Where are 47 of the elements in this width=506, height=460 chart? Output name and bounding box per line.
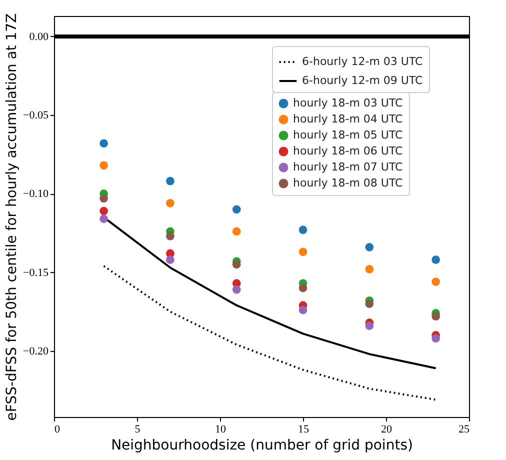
legend-label: hourly 18-m 08 UTC [293, 176, 404, 190]
point [432, 312, 440, 321]
x-tick-label: 10 [215, 424, 226, 436]
point [100, 161, 108, 170]
point [432, 334, 440, 343]
point [298, 248, 308, 256]
y-tick-label: 0.00 [29, 30, 49, 43]
point [166, 232, 174, 240]
line-series [102, 265, 437, 401]
point [298, 306, 308, 314]
x-tick-label: 15 [298, 424, 310, 436]
legend-label: hourly 18-m 05 UTC [293, 128, 404, 142]
point [365, 322, 374, 330]
point [365, 242, 374, 252]
legend-label: 6-hourly 12-m 03 UTC [302, 55, 424, 68]
x-tick-label: 0 [54, 424, 60, 436]
point [100, 139, 108, 148]
x-tick-label: 20 [381, 424, 392, 436]
point [232, 285, 241, 294]
legend-label: hourly 18-m 07 UTC [293, 160, 404, 174]
legend-label: hourly 18-m 03 UTC [293, 96, 404, 110]
point [232, 205, 241, 214]
x-tick-label: 5 [134, 424, 141, 436]
y-tick-label: −0.20 [23, 345, 49, 358]
point [365, 265, 374, 274]
y-tick-label: −0.15 [23, 266, 49, 279]
legend-label: hourly 18-m 06 UTC [293, 144, 404, 158]
point [166, 198, 174, 208]
x-axis-title: Neighbourhoodsize (number of grid points) [111, 438, 413, 454]
y-axis-title: eFSS-dFSS for 50th centile for hourly accumulation at 17Z [4, 13, 20, 421]
point [232, 260, 241, 269]
legend-label: hourly 18-m 04 UTC [293, 112, 404, 126]
point [166, 256, 174, 264]
point [432, 256, 440, 264]
point [298, 284, 308, 292]
point [100, 194, 108, 203]
point [232, 227, 241, 236]
y-tick-label: −0.10 [23, 188, 49, 200]
point [100, 206, 108, 216]
x-tick-label: 25 [458, 424, 470, 436]
point [100, 214, 108, 224]
point [166, 176, 174, 186]
point [365, 300, 374, 308]
legend-label: 6-hourly 12-m 09 UTC [302, 74, 424, 87]
y-tick-label: −0.05 [23, 110, 49, 122]
point [432, 278, 440, 286]
point [298, 226, 308, 234]
